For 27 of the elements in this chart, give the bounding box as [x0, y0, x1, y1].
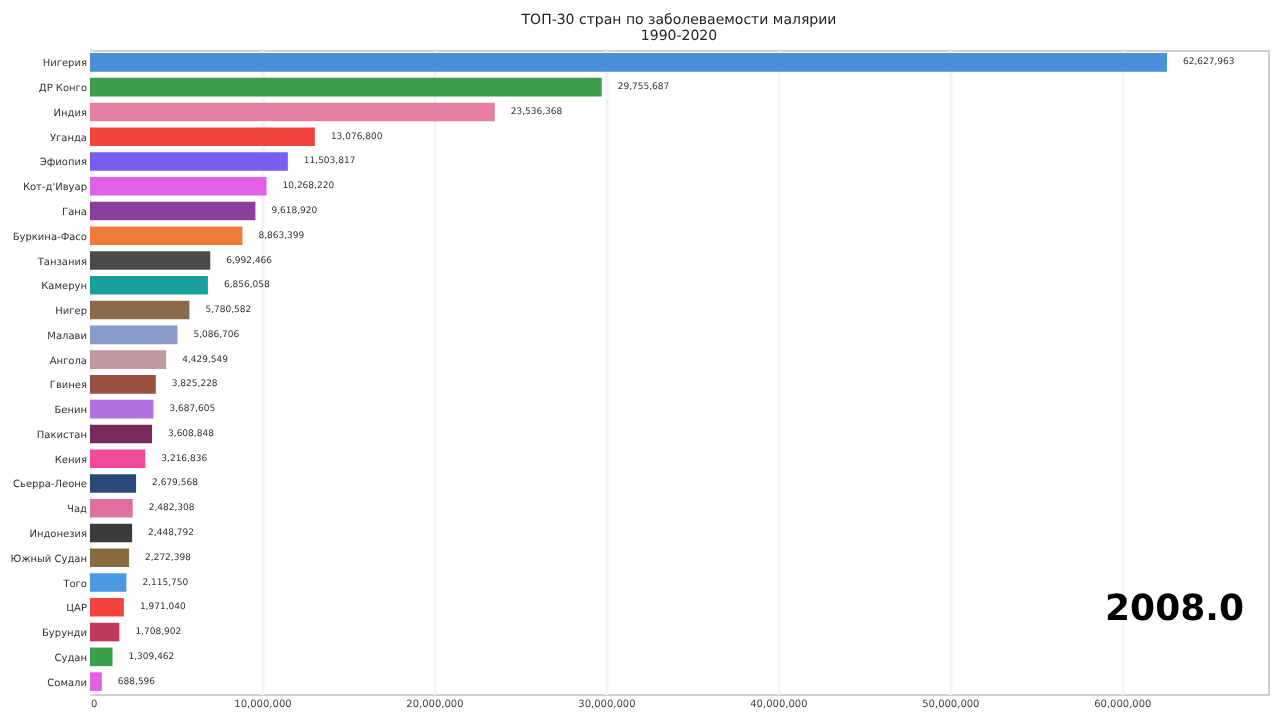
bar — [90, 300, 190, 320]
bar — [90, 325, 178, 345]
bar — [90, 548, 130, 568]
bar — [90, 276, 208, 295]
bar — [90, 474, 137, 493]
bar — [90, 127, 315, 146]
bar — [90, 201, 256, 221]
bar — [90, 622, 120, 642]
bar — [90, 226, 243, 246]
bar — [90, 399, 154, 419]
bar — [90, 498, 133, 518]
bar — [90, 152, 288, 171]
bar — [90, 350, 167, 369]
bar — [90, 102, 495, 122]
bar — [90, 424, 153, 444]
bar — [90, 251, 211, 270]
bar — [90, 77, 602, 97]
annotation: 2008.0 — [1105, 588, 1244, 631]
bar — [90, 176, 267, 196]
bar — [90, 449, 146, 468]
bar — [90, 598, 124, 617]
bar — [90, 53, 1168, 72]
bar — [90, 647, 113, 667]
bar — [90, 523, 133, 543]
bar — [90, 573, 127, 592]
bar — [90, 672, 102, 691]
bar — [90, 375, 156, 394]
